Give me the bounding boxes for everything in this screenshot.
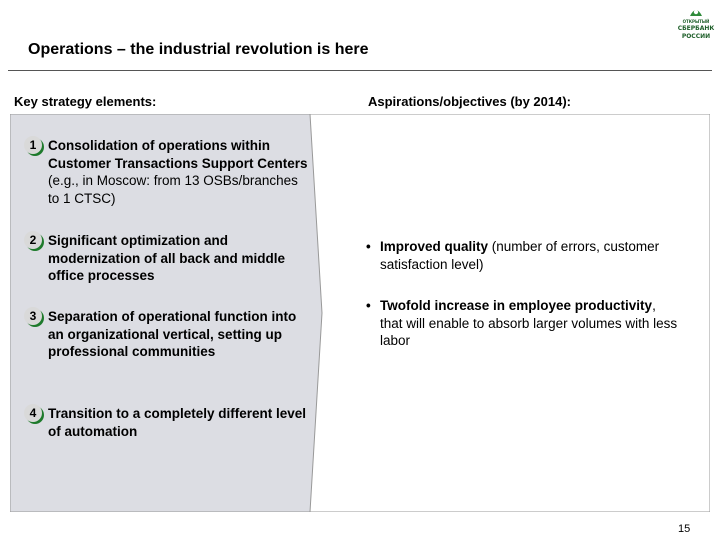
objective-detail: (number of errors, customer satisfaction… — [380, 239, 660, 272]
title-divider — [8, 70, 712, 71]
strategy-item-text: Significant optimization and modernizati… — [48, 232, 312, 285]
objective-detail: , that will enable to absorb larger volu… — [380, 298, 678, 348]
strategy-header: Key strategy elements: — [14, 94, 157, 109]
objective-text: Twofold increase in employee productivit… — [380, 297, 680, 350]
strategy-item-detail: (e.g., in Moscow: from 13 OSBs/branches … — [48, 173, 298, 206]
strategy-chevron-shape — [10, 114, 323, 512]
logo-line-3: РОССИИ — [681, 33, 711, 40]
objectives-header: Aspirations/objectives (by 2014): — [368, 94, 572, 109]
slide-title: Operations – the industrial revolution i… — [28, 41, 369, 58]
item-number-badge: 4 — [24, 404, 42, 422]
logo-line-1: ОТКРЫТЫЙ — [682, 19, 710, 24]
logo-line-2: СБЕРБАНК — [677, 25, 715, 32]
bank-logo: ОТКРЫТЫЙ СБЕРБАНК РОССИИ — [676, 6, 716, 44]
bullet-icon: • — [366, 239, 371, 254]
content-panel — [10, 114, 710, 512]
page-number: 15 — [678, 523, 691, 535]
item-number-badge: 1 — [24, 136, 42, 154]
item-number-badge: 2 — [24, 231, 42, 249]
logo-emblem-icon — [690, 9, 702, 16]
strategy-item-bold: Transition to a completely different lev… — [48, 406, 307, 439]
strategy-item-text: Transition to a completely different lev… — [48, 405, 312, 440]
bullet-icon: • — [366, 298, 371, 313]
objective-bold: Twofold increase in employee productivit… — [380, 298, 653, 313]
objective-text: Improved quality (number of errors, cust… — [380, 238, 680, 273]
strategy-item-bold: Consolidation of operations within Custo… — [48, 138, 308, 171]
objective-bold: Improved quality — [380, 239, 489, 254]
strategy-item-bold: Separation of operational function into … — [48, 309, 297, 359]
strategy-item-text: Separation of operational function into … — [48, 308, 312, 361]
strategy-item-text: Consolidation of operations within Custo… — [48, 137, 312, 207]
item-number-badge: 3 — [24, 307, 42, 325]
strategy-item-bold: Significant optimization and modernizati… — [48, 233, 286, 283]
